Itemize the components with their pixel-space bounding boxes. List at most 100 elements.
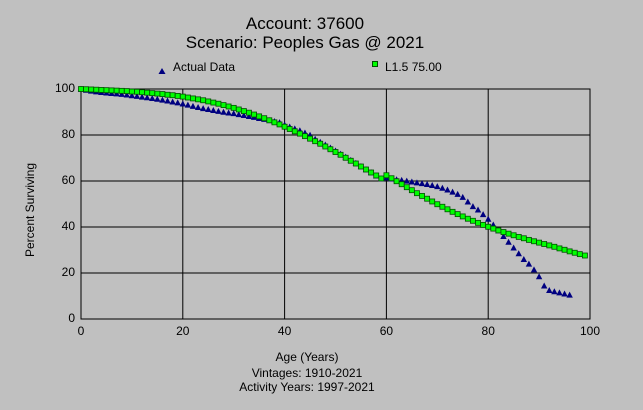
fit-curve-point — [378, 175, 385, 182]
fit-curve-point — [159, 91, 166, 97]
x-tick-label: 100 — [580, 324, 600, 338]
actual-data-point — [434, 183, 441, 190]
x-tick-label: 60 — [380, 324, 394, 338]
legend: Actual Data L1.5 75.00 — [158, 60, 442, 74]
fit-curve-point — [312, 138, 319, 145]
legend-actual-label: Actual Data — [173, 60, 235, 74]
fit-curve-point — [561, 246, 568, 253]
fit-curve-point — [459, 213, 466, 220]
fit-curve-point — [408, 187, 415, 194]
footer-activity-years: Activity Years: 1997-2021 — [239, 380, 375, 394]
x-tick-label: 20 — [176, 324, 190, 338]
actual-data-point — [551, 288, 558, 295]
fit-curve-point — [78, 86, 84, 92]
fit-curve-point — [500, 229, 507, 235]
actual-data-point — [408, 178, 416, 185]
fit-curve-point — [332, 149, 339, 155]
fit-curve-point — [398, 181, 405, 188]
actual-data-point — [485, 215, 492, 222]
actual-data-point — [133, 92, 141, 99]
fit-curve-point — [520, 235, 527, 242]
fit-curve-point — [144, 89, 151, 96]
fit-curve-point — [470, 217, 476, 224]
y-tick-label: 0 — [68, 311, 75, 325]
fit-curve-point — [439, 203, 446, 210]
actual-data-point — [525, 260, 533, 267]
fit-curve-point — [83, 86, 89, 93]
fit-curve-point — [164, 91, 171, 98]
fit-curve-point — [363, 166, 369, 173]
fit-curve-point — [307, 135, 313, 142]
fit-curve-point — [546, 242, 553, 249]
x-tick-label: 40 — [278, 324, 292, 338]
actual-data-point — [123, 91, 131, 98]
actual-data-point — [540, 282, 548, 289]
fit-curve-point — [139, 89, 145, 96]
actual-data-point — [245, 112, 253, 119]
fit-curve-point — [195, 96, 201, 103]
fit-curve-point — [388, 175, 395, 182]
fit-curve-point — [128, 88, 135, 95]
actual-data-point — [199, 105, 207, 112]
actual-data-point — [561, 290, 568, 297]
y-tick-label: 80 — [62, 127, 76, 141]
fit-curve-point — [261, 115, 268, 122]
series — [77, 85, 588, 298]
fit-curve-point — [449, 208, 456, 215]
actual-data-point — [469, 203, 477, 210]
actual-data-point — [235, 111, 242, 118]
fit-curve-point — [184, 94, 191, 101]
fit-curve-point — [571, 249, 578, 256]
fit-curve-point — [230, 104, 237, 111]
fit-curve-point — [429, 198, 436, 205]
grid — [81, 89, 590, 319]
fit-curve-point — [566, 248, 573, 255]
footer-vintages: Vintages: 1910-2021 — [252, 366, 363, 380]
fit-curve-point — [414, 190, 420, 197]
fit-curve-point — [347, 157, 354, 164]
actual-data-point — [174, 99, 181, 106]
fit-curve-point — [246, 109, 252, 116]
actual-data-point — [169, 98, 176, 105]
actual-data-point — [179, 100, 186, 107]
actual-data-point — [154, 95, 161, 102]
fit-curve-point — [296, 130, 303, 137]
actual-data-point — [225, 109, 232, 116]
actual-data-point — [118, 90, 125, 97]
fit-curve-point — [286, 126, 293, 132]
actual-data-point — [413, 179, 421, 186]
fit-curve-point — [113, 87, 120, 94]
actual-data-point — [530, 266, 538, 273]
fit-curve-point — [215, 100, 222, 107]
actual-data-point — [444, 186, 451, 193]
actual-data-point — [505, 238, 512, 245]
actual-data-point — [159, 96, 166, 103]
actual-data-point — [556, 289, 563, 296]
fit-curve-point — [490, 225, 497, 232]
fit-curve-point — [317, 140, 324, 147]
fit-curve-point — [108, 87, 115, 94]
actual-data-point — [464, 198, 472, 205]
fit-curve-point — [531, 238, 537, 245]
fit-curve-point — [98, 87, 105, 93]
fit-curve-point — [210, 99, 217, 106]
fit-curve-point — [134, 88, 140, 95]
fit-curve-point — [118, 87, 125, 94]
fit-curve-point — [271, 119, 278, 126]
fit-curve-point — [403, 184, 410, 191]
actual-data-point — [454, 190, 461, 197]
fit-curve-point — [358, 163, 364, 170]
chart-subtitle: Scenario: Peoples Gas @ 2021 — [186, 33, 424, 52]
fit-curve-point — [424, 195, 431, 202]
actual-data-point — [474, 206, 482, 213]
series-l1-5-fit — [78, 86, 588, 259]
fit-curve-point — [327, 146, 334, 153]
fit-curve-point — [174, 93, 181, 99]
fit-curve-point — [154, 90, 161, 97]
actual-data-point — [566, 291, 573, 298]
tick-labels: 0 20 40 60 80 100 0 20 40 60 80 100 — [55, 81, 600, 338]
fit-curve-point — [256, 113, 263, 120]
fit-curve-point — [551, 243, 558, 250]
fit-curve-point — [368, 169, 375, 176]
